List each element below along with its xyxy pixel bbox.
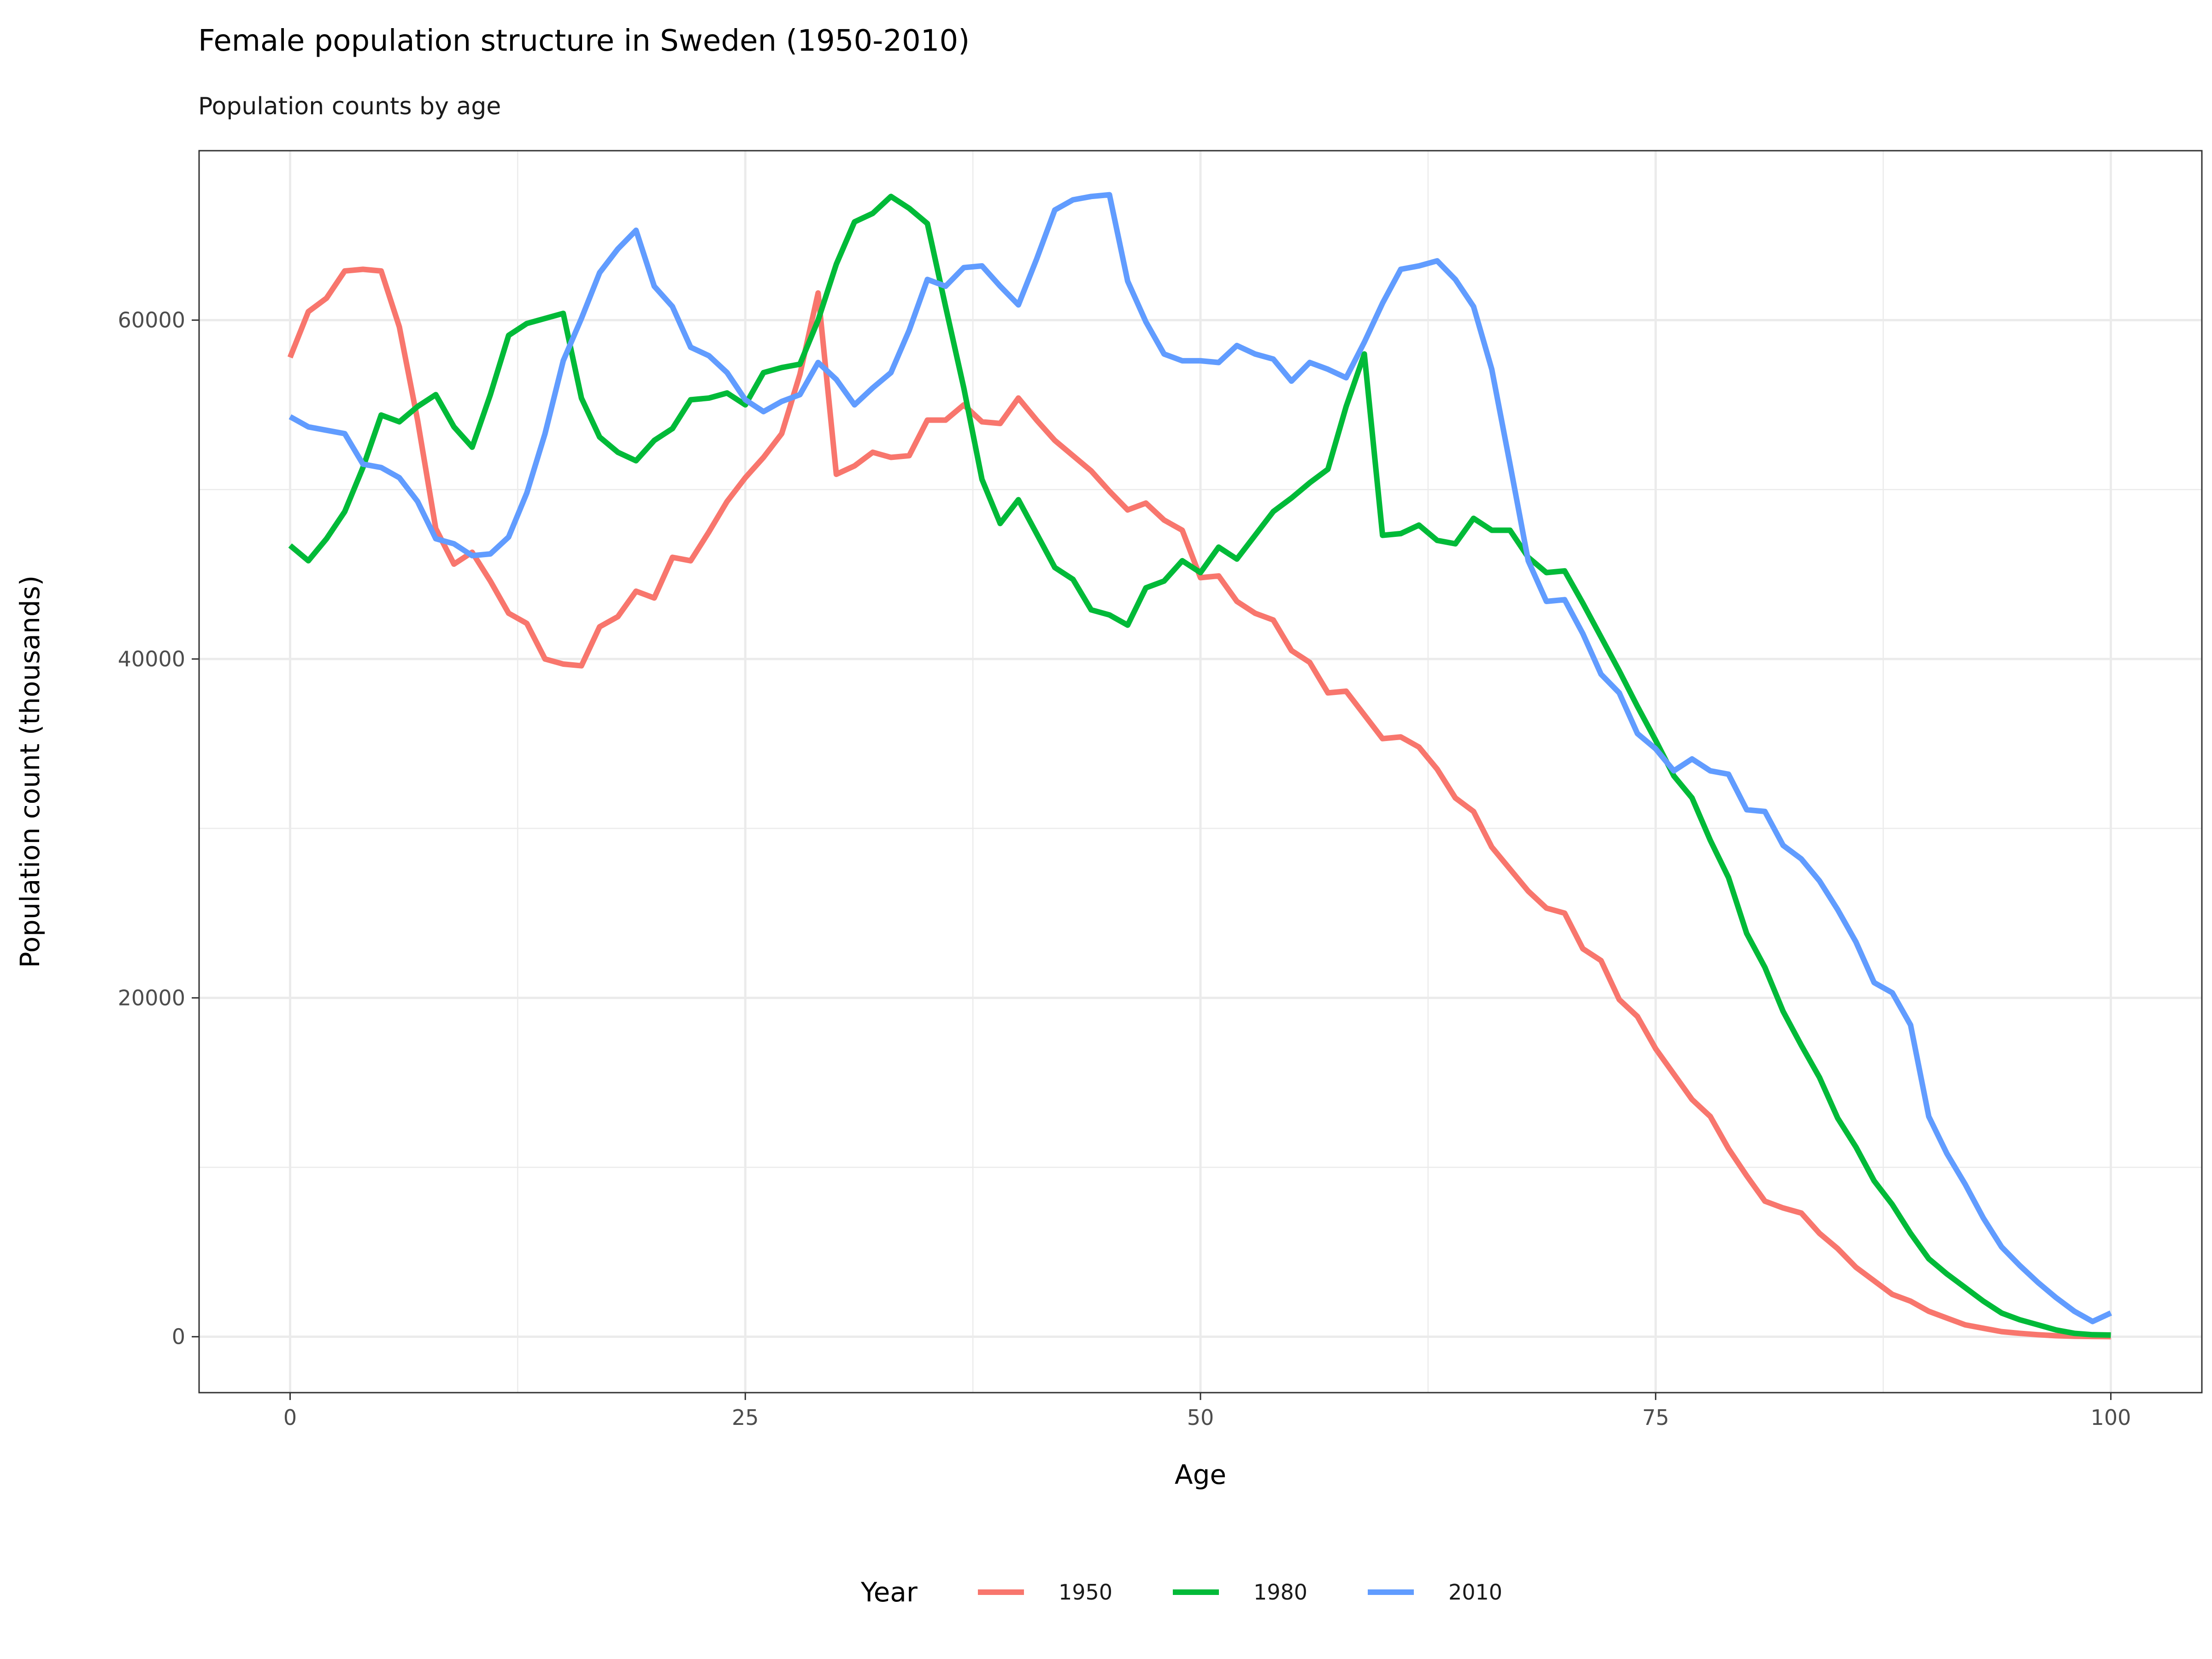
- y-tick-label: 40000: [118, 647, 185, 671]
- y-tick-label: 20000: [118, 985, 185, 1010]
- grid-major: [199, 151, 2202, 1393]
- x-tick-label: 25: [732, 1405, 759, 1430]
- legend-label-1950: 1950: [1059, 1580, 1112, 1605]
- x-axis: 0 25 50 75 100: [283, 1393, 2131, 1430]
- y-axis-title: Population count (thousands): [14, 576, 46, 968]
- x-tick-label: 75: [1642, 1405, 1669, 1430]
- chart-subtitle: Population counts by age: [198, 93, 501, 120]
- legend: Year 1950 1980 2010: [860, 1577, 1502, 1608]
- legend-title: Year: [860, 1577, 918, 1608]
- plot-panel: [198, 150, 2203, 1394]
- x-tick-label: 50: [1187, 1405, 1214, 1430]
- chart-title: Female population structure in Sweden (1…: [198, 24, 970, 58]
- legend-label-1980: 1980: [1253, 1580, 1307, 1605]
- series-lines: [287, 192, 2112, 1340]
- x-tick-label: 100: [2091, 1405, 2131, 1430]
- series-line-2010: [288, 192, 2112, 1324]
- legend-items: 1950 1980 2010: [978, 1580, 1502, 1605]
- y-tick-label: 0: [172, 1324, 185, 1349]
- series-line-1980: [288, 194, 2111, 1338]
- y-axis: 0 20000 40000 60000: [118, 308, 199, 1349]
- series-line-1950: [287, 266, 2111, 1340]
- x-tick-label: 0: [283, 1405, 297, 1430]
- x-axis-title: Age: [1175, 1459, 1226, 1490]
- legend-label-2010: 2010: [1448, 1580, 1502, 1605]
- y-tick-label: 60000: [118, 308, 185, 333]
